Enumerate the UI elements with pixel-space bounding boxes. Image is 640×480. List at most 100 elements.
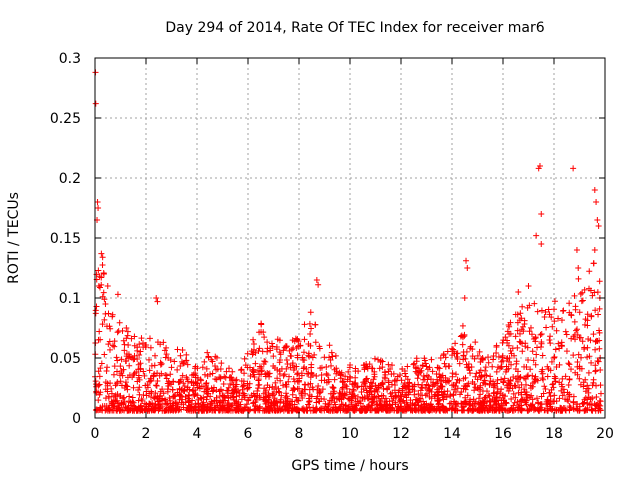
data-point — [328, 362, 335, 369]
data-point — [402, 391, 409, 398]
data-point — [157, 388, 164, 395]
data-point — [536, 407, 543, 414]
data-point — [307, 330, 314, 337]
data-point — [543, 400, 550, 407]
data-point — [111, 402, 118, 409]
data-point — [446, 405, 453, 412]
data-point — [568, 366, 575, 373]
data-point — [129, 405, 136, 412]
data-point — [180, 404, 187, 411]
data-point — [220, 407, 227, 414]
data-point — [529, 383, 536, 390]
data-point — [425, 386, 432, 393]
data-point — [221, 394, 228, 401]
data-point — [419, 362, 426, 369]
data-point — [390, 370, 397, 377]
data-point — [109, 399, 116, 406]
data-point — [333, 406, 340, 413]
data-point — [438, 389, 445, 396]
data-point — [103, 323, 110, 330]
data-point — [537, 343, 544, 350]
data-point — [595, 223, 602, 229]
data-point — [232, 385, 239, 392]
data-point — [490, 378, 497, 385]
data-point — [544, 373, 551, 380]
data-point — [131, 356, 138, 363]
data-point — [129, 374, 136, 381]
data-point — [415, 390, 422, 397]
data-point — [117, 392, 124, 399]
data-point — [179, 372, 186, 379]
data-point — [459, 407, 466, 414]
data-point — [293, 397, 300, 404]
data-point — [201, 371, 208, 378]
data-point — [540, 390, 547, 397]
data-point — [443, 406, 450, 413]
data-point — [597, 390, 604, 397]
data-point — [118, 367, 125, 374]
data-point — [243, 401, 250, 408]
data-point — [174, 389, 181, 396]
data-point — [435, 364, 442, 371]
data-point — [354, 393, 361, 400]
data-point — [299, 356, 306, 363]
data-point — [270, 353, 277, 360]
data-point — [473, 370, 480, 377]
data-point — [195, 400, 202, 407]
data-point — [240, 382, 247, 389]
data-point — [381, 368, 388, 375]
data-point — [111, 343, 118, 350]
data-point — [414, 375, 421, 382]
data-point — [185, 392, 192, 399]
data-point — [211, 404, 218, 411]
data-point — [248, 348, 255, 355]
y-tick-label: 0.2 — [59, 171, 81, 187]
data-point — [546, 336, 553, 343]
data-point — [450, 392, 457, 399]
data-point — [342, 373, 349, 380]
data-point — [137, 403, 144, 410]
data-point — [428, 356, 435, 363]
data-point — [265, 390, 272, 397]
data-point — [272, 407, 279, 414]
data-point — [570, 393, 577, 400]
data-point — [281, 371, 288, 378]
data-point — [98, 250, 105, 257]
data-point — [531, 405, 538, 412]
data-point — [536, 163, 543, 169]
data-point — [490, 353, 497, 360]
data-point — [131, 370, 138, 377]
data-point — [406, 380, 413, 387]
data-point — [189, 397, 196, 404]
data-point — [404, 383, 411, 390]
data-point — [255, 377, 262, 384]
data-point — [138, 396, 145, 403]
data-point — [382, 375, 389, 382]
data-point — [415, 371, 422, 378]
data-point — [290, 366, 297, 373]
data-point — [217, 386, 224, 393]
data-point — [192, 372, 199, 379]
data-point — [539, 366, 546, 373]
data-point — [266, 373, 273, 380]
data-point — [125, 355, 132, 362]
data-point — [224, 404, 231, 411]
data-point — [505, 342, 512, 349]
data-point — [556, 395, 563, 402]
data-point — [95, 205, 102, 211]
data-point — [296, 375, 303, 382]
data-point — [592, 367, 599, 374]
data-point — [121, 341, 128, 348]
data-point — [367, 379, 374, 386]
data-point — [486, 393, 493, 400]
data-point — [276, 349, 283, 356]
y-tick-label: 0.05 — [50, 351, 81, 367]
data-point — [146, 335, 153, 342]
data-point — [442, 378, 449, 385]
data-point — [96, 381, 103, 388]
data-point — [255, 376, 262, 383]
data-point — [595, 311, 602, 318]
data-point — [364, 365, 371, 372]
data-point — [575, 265, 582, 271]
data-point — [388, 362, 395, 369]
